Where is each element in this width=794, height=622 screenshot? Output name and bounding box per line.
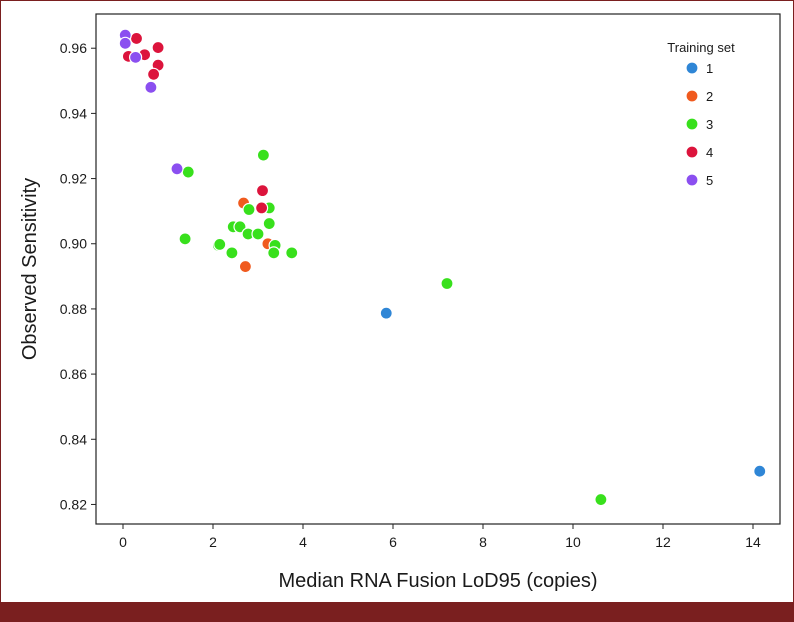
legend-label: 5 bbox=[706, 173, 713, 188]
data-point-series-4 bbox=[147, 67, 161, 81]
legend-items: 1 2 3 4 5 bbox=[685, 61, 713, 188]
plot-frame bbox=[95, 13, 781, 525]
data-point-series-5 bbox=[170, 162, 184, 176]
footer-bar bbox=[0, 603, 794, 622]
data-point-series-3 bbox=[213, 237, 227, 251]
x-tick-label: 8 bbox=[479, 534, 487, 550]
x-axis-title: Median RNA Fusion LoD95 (copies) bbox=[278, 570, 597, 592]
data-point-series-3 bbox=[178, 232, 192, 246]
legend-marker bbox=[685, 145, 699, 159]
y-tick-label: 0.88 bbox=[60, 301, 87, 317]
data-point-series-3 bbox=[181, 165, 195, 179]
data-point-series-3 bbox=[242, 202, 256, 217]
data-point-series-3 bbox=[251, 227, 265, 241]
x-tick-label: 12 bbox=[655, 534, 671, 550]
legend-marker bbox=[685, 61, 699, 75]
data-point-series-4 bbox=[151, 40, 165, 55]
x-tick-label: 6 bbox=[389, 534, 397, 550]
data-point-series-5 bbox=[144, 80, 158, 94]
data-point-series-3 bbox=[267, 246, 281, 260]
data-point-series-5 bbox=[129, 50, 143, 64]
data-point-series-3 bbox=[440, 276, 454, 291]
data-point-series-2 bbox=[238, 259, 252, 274]
data-point-series-4 bbox=[129, 31, 144, 46]
x-tick-label: 4 bbox=[299, 534, 307, 550]
data-point-series-4 bbox=[255, 184, 270, 198]
y-axis-ticks: 0.82 0.84 0.86 0.88 0.90 0.92 0.94 0.96 bbox=[60, 40, 96, 512]
legend-marker bbox=[685, 173, 699, 187]
data-point-series-3 bbox=[285, 246, 299, 260]
legend-label: 1 bbox=[706, 61, 713, 76]
y-tick-label: 0.90 bbox=[60, 236, 87, 252]
data-point-series-1 bbox=[753, 464, 767, 478]
x-tick-label: 2 bbox=[209, 534, 217, 550]
y-axis-title: Observed Sensitivity bbox=[19, 178, 41, 360]
x-tick-label: 0 bbox=[119, 534, 127, 550]
y-tick-label: 0.92 bbox=[60, 171, 87, 187]
data-points bbox=[118, 28, 767, 507]
figure-frame: 0.82 0.84 0.86 0.88 0.90 0.92 0.94 0.96 0 2 4 6 8 10… bbox=[0, 0, 794, 603]
legend-label: 4 bbox=[706, 145, 713, 160]
data-point-series-1 bbox=[379, 306, 393, 320]
data-point-series-3 bbox=[256, 148, 270, 162]
scatter-chart: 0.820.840.860.880.900.920.940.96 0 2 4 6 8 10… bbox=[19, 13, 781, 592]
plot-area bbox=[95, 13, 781, 525]
legend-label: 2 bbox=[706, 89, 713, 104]
y-tick-label: 0.86 bbox=[60, 366, 87, 382]
data-point-series-3 bbox=[225, 246, 239, 260]
y-tick-label: 0.96 bbox=[60, 40, 87, 56]
y-tick-label: 0.84 bbox=[60, 431, 87, 447]
legend-marker bbox=[685, 117, 699, 131]
data-point-series-4 bbox=[255, 201, 269, 215]
data-point-series-5 bbox=[118, 36, 132, 50]
legend-marker bbox=[685, 89, 699, 103]
y-tick-label: 0.94 bbox=[60, 105, 87, 121]
y-tick-label: 0.82 bbox=[60, 496, 87, 512]
x-axis-ticks: 0 2 4 6 8 10 12 14 bbox=[119, 524, 761, 550]
x-tick-label: 14 bbox=[745, 534, 761, 550]
data-point-series-3 bbox=[262, 216, 276, 231]
legend: Training set 1 2 3 4 5 bbox=[667, 40, 735, 188]
legend-title: Training set bbox=[667, 40, 735, 55]
data-point-series-3 bbox=[594, 492, 608, 507]
legend-label: 3 bbox=[706, 117, 713, 132]
x-tick-label: 10 bbox=[565, 534, 581, 550]
